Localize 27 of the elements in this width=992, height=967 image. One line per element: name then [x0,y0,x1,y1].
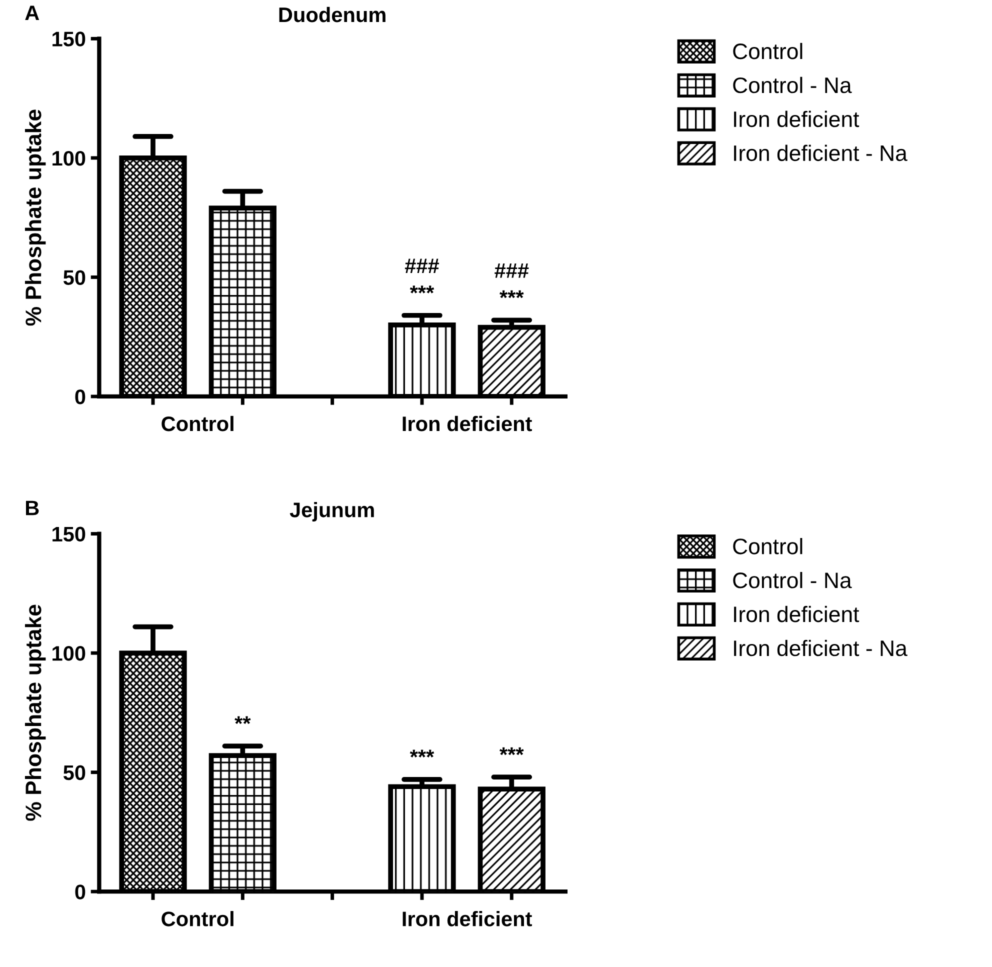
legend-label: Control - Na [733,572,852,588]
data-label: ### *** [494,264,529,298]
y-tick-label: 50 [63,765,86,780]
legend-label: Iron deficient - Na [734,640,908,656]
y-tick-label: 100 [52,150,86,166]
data-label: ** [234,716,251,724]
y-axis-title: % Phosphate uptake [24,110,46,326]
text: B [26,500,39,516]
y-tick-label: 0 [75,884,86,900]
legend-label: Control [733,42,802,60]
data-label: *** [410,750,434,758]
y-tick-label: 50 [63,270,86,285]
chart-title: Jejunum [290,502,374,522]
y-tick-label: 150 [52,32,86,46]
y-tick-label: 150 [52,526,86,542]
y-tick-label: 100 [52,646,86,661]
chart-title: Duodenum [279,6,386,22]
legend-label: Iron deficient [734,110,860,128]
y-tick-label: 0 [75,389,86,404]
legend-label: Control [733,538,802,554]
legend-label: Control - Na [733,76,852,94]
legend-label: Iron deficient [734,606,860,622]
legend-label: Iron deficient - Na [734,144,908,162]
y-axis-title: % Phosphate uptake [24,604,46,821]
data-label: *** [500,747,524,756]
text: A [25,6,40,20]
data-label: ### *** [404,258,440,294]
